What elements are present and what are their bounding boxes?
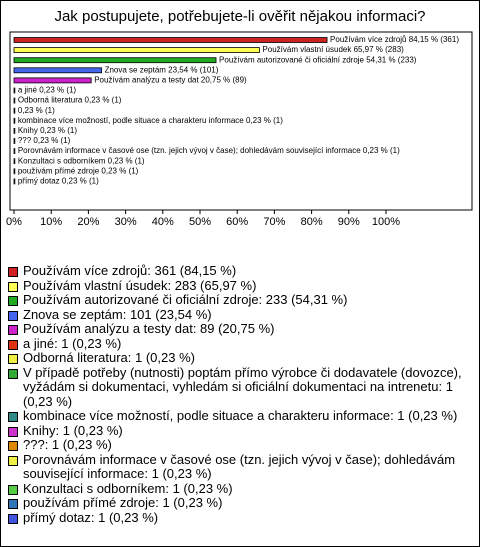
x-tick-label: 40% xyxy=(152,216,174,228)
bar xyxy=(13,138,16,144)
legend-label: V případě potřeby (nutnosti) poptám přím… xyxy=(23,364,462,409)
legend-swatch xyxy=(8,484,18,495)
legend-swatch xyxy=(8,412,18,422)
legend-label: přímý dotaz: 1 (0,23 %) xyxy=(23,509,159,525)
legend-swatch xyxy=(8,310,18,321)
value-label: ??? 0,23 % (1) xyxy=(18,136,71,145)
bar xyxy=(13,148,16,155)
legend-label: a jiné: 1 (0,23 %) xyxy=(23,335,122,351)
legend-label: Knihy: 1 (0,23 %) xyxy=(23,422,123,438)
legend-label: Odborná literatura: 1 (0,23 %) xyxy=(23,350,195,365)
legend-item: přímý dotaz: 1 (0,23 %) xyxy=(8,509,470,526)
legend-item: V případě potřeby (nutnosti) poptám přím… xyxy=(8,364,470,410)
x-tick-label: 30% xyxy=(115,216,137,228)
value-label: Konzultaci s odborníkem 0,23 % (1) xyxy=(18,156,145,165)
bar xyxy=(13,87,16,94)
legend: Používám více zdrojů: 361 (84,15 %) Použí… xyxy=(8,263,470,526)
value-label: Znova se zeptám 23,54 % (101) xyxy=(105,65,219,74)
legend-swatch xyxy=(8,296,18,306)
x-tick-label: 50% xyxy=(189,216,211,228)
legend-item: Používám analýzu a testy dat: 89 (20,75 … xyxy=(8,321,470,337)
chart: Jak postupujete, potřebujete-li ověřit n… xyxy=(6,8,473,228)
value-label: Používám více zdrojů 84,15 % (361) xyxy=(330,35,459,44)
legend-item: a jiné: 1 (0,23 %) xyxy=(8,335,470,352)
legend-item: Znova se zeptám: 101 (23,54 %) xyxy=(8,306,470,323)
value-label: používám přímé zdroje 0,23 % (1) xyxy=(18,166,139,175)
value-label: kombinace více možností, podle situace a… xyxy=(18,116,283,125)
value-label: přímý dotaz 0,23 % (1) xyxy=(18,177,99,186)
bar xyxy=(13,97,16,104)
bar xyxy=(13,117,16,124)
legend-label: Používám více zdrojů: 361 (84,15 %) xyxy=(23,263,237,278)
x-tick-label: 70% xyxy=(263,216,285,228)
legend-swatch xyxy=(8,267,18,277)
x-tick-label: 80% xyxy=(301,216,323,228)
x-tick-label: 10% xyxy=(40,216,62,228)
value-label: Porovnávám informace v časové ose (tzn. … xyxy=(18,146,400,155)
value-label: a jiné 0,23 % (1) xyxy=(18,86,77,95)
x-tick-label: 100% xyxy=(372,216,400,228)
bar xyxy=(13,168,16,175)
x-tick-label: 90% xyxy=(338,216,360,228)
value-label: Používám autorizované či oficiální zdroj… xyxy=(219,55,417,64)
x-tick-label: 20% xyxy=(77,216,99,228)
legend-label: kombinace více možností, podle situace a… xyxy=(23,408,458,423)
legend-label: Používám analýzu a testy dat: 89 (20,75 … xyxy=(23,321,275,336)
legend-item: Konzultaci s odborníkem: 1 (0,23 %) xyxy=(8,480,470,497)
legend-swatch xyxy=(8,499,18,509)
bar xyxy=(13,158,16,165)
bar xyxy=(13,107,16,114)
value-label: Odborná literatura 0,23 % (1) xyxy=(18,96,122,105)
value-label: Používám vlastní úsudek 65,97 % (283) xyxy=(262,45,404,54)
legend-item: Používám více zdrojů: 361 (84,15 %) xyxy=(8,263,470,279)
legend-swatch xyxy=(8,441,18,451)
value-label: Knihy 0,23 % (1) xyxy=(18,126,77,135)
bar xyxy=(13,178,16,185)
legend-swatch xyxy=(8,426,18,437)
bar xyxy=(13,37,328,43)
legend-swatch xyxy=(8,354,18,364)
legend-item: Knihy: 1 (0,23 %) xyxy=(8,422,470,439)
legend-swatch xyxy=(8,513,18,524)
bar xyxy=(13,127,16,134)
legend-item: ???: 1 (0,23 %) xyxy=(8,437,470,453)
legend-swatch xyxy=(8,455,18,466)
legend-swatch xyxy=(8,339,18,350)
legend-swatch xyxy=(8,325,18,335)
x-tick-label: 60% xyxy=(226,216,248,228)
value-label: 0,23 % (1) xyxy=(18,106,55,115)
legend-item: kombinace více možností, podle situace a… xyxy=(8,408,470,424)
legend-item: Odborná literatura: 1 (0,23 %) xyxy=(8,350,470,366)
legend-swatch xyxy=(8,281,18,292)
legend-item: Porovnávám informace v časové ose (tzn. … xyxy=(8,451,470,482)
bar xyxy=(13,77,92,84)
legend-item: Používám autorizované či oficiální zdroj… xyxy=(8,292,470,308)
legend-label: používám přímé zdroje: 1 (0,23 %) xyxy=(23,495,223,510)
legend-label: Používám vlastní úsudek: 283 (65,97 %) xyxy=(23,277,257,293)
legend-label: Znova se zeptám: 101 (23,54 %) xyxy=(23,306,212,322)
legend-item: používám přímé zdroje: 1 (0,23 %) xyxy=(8,495,470,511)
chart-title: Jak postupujete, potřebujete-li ověřit n… xyxy=(54,8,425,25)
value-label: Používám analýzu a testy dat 20,75 % (89… xyxy=(94,76,247,85)
x-tick-label: 0% xyxy=(6,216,22,228)
legend-swatch xyxy=(8,368,18,379)
plot-frame xyxy=(9,31,473,211)
bar xyxy=(13,67,102,74)
legend-label: Konzultaci s odborníkem: 1 (0,23 %) xyxy=(23,480,233,496)
bar xyxy=(13,47,260,53)
legend-label: ???: 1 (0,23 %) xyxy=(23,437,112,452)
legend-item: Používám vlastní úsudek: 283 (65,97 %) xyxy=(8,277,470,294)
legend-label: Porovnávám informace v časové ose (tzn. … xyxy=(23,451,456,481)
legend-label: Používám autorizované či oficiální zdroj… xyxy=(23,292,348,307)
bar xyxy=(13,57,217,64)
